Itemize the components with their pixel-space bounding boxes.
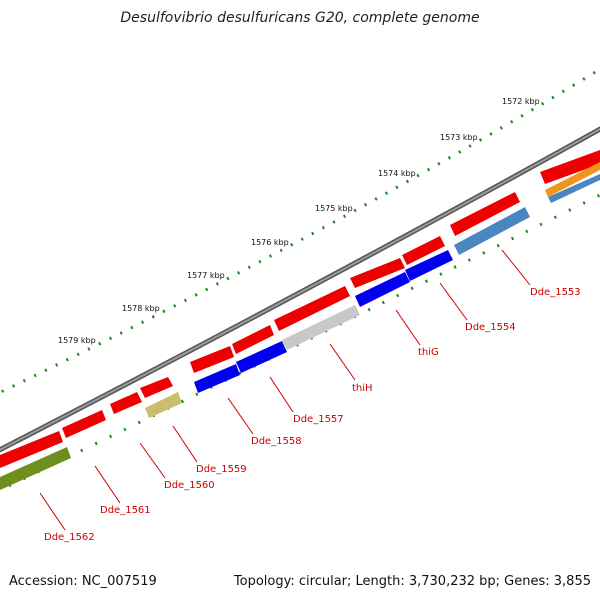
reverse-gene [355, 272, 410, 307]
outer-tick-ring [0, 67, 600, 395]
gene-label: thiG [418, 347, 439, 358]
gene-label: Dde_1559 [196, 464, 247, 475]
gene-label: Dde_1558 [251, 436, 302, 447]
forward-gene [190, 346, 234, 373]
gene-label: Dde_1562 [44, 532, 95, 543]
genome-backbone [0, 126, 600, 453]
forward-gene [110, 392, 142, 414]
forward-gene [140, 377, 173, 398]
forward-gene [274, 286, 350, 331]
kbp-tick-label: 1576 kbp [251, 238, 289, 247]
forward-gene [540, 150, 600, 184]
gene-label: thiH [352, 383, 373, 394]
kbp-tick-label: 1578 kbp [122, 304, 160, 313]
gene-label: Dde_1561 [100, 505, 151, 516]
khaki-gene [145, 392, 182, 418]
reverse-gene [454, 207, 530, 255]
kbp-tick-label: 1574 kbp [378, 169, 416, 178]
forward-strand-genes [0, 150, 600, 468]
reverse-gene [405, 250, 453, 281]
kbp-tick-label: 1575 kbp [315, 204, 353, 213]
forward-gene [62, 410, 106, 438]
thiH-gene [282, 305, 360, 350]
reverse-gene [194, 364, 240, 393]
kbp-tick-label: 1572 kbp [502, 97, 540, 106]
kbp-tick-label: 1577 kbp [187, 271, 225, 280]
reverse-gene [236, 341, 287, 373]
forward-gene [0, 431, 63, 468]
forward-gene [402, 236, 445, 265]
accession-text: Accession: NC_007519 [9, 574, 157, 589]
kbp-tick-label: 1579 kbp [58, 336, 96, 345]
gene-labels: Dde_1553 Dde_1554 thiG thiH Dde_1557 Dde… [44, 287, 581, 543]
topology-text: Topology: circular; Length: 3,730,232 bp… [233, 574, 591, 589]
gene-label: Dde_1554 [465, 322, 516, 333]
forward-gene [450, 192, 520, 236]
gene-label: Dde_1553 [530, 287, 581, 298]
kbp-labels: 1572 kbp 1573 kbp 1574 kbp 1575 kbp 1576… [58, 97, 540, 345]
gene-label: Dde_1557 [293, 414, 344, 425]
forward-gene [350, 258, 405, 288]
reverse-gene [548, 174, 600, 203]
leader-lines [39, 249, 531, 531]
orange-gene [545, 162, 600, 197]
olive-gene [0, 447, 71, 490]
map-title: Desulfovibrio desulfuricans G20, complet… [120, 10, 480, 26]
kbp-tick-label: 1573 kbp [440, 133, 478, 142]
gene-label: Dde_1560 [164, 480, 215, 491]
reverse-strand-genes [0, 162, 600, 490]
forward-gene [232, 325, 274, 354]
